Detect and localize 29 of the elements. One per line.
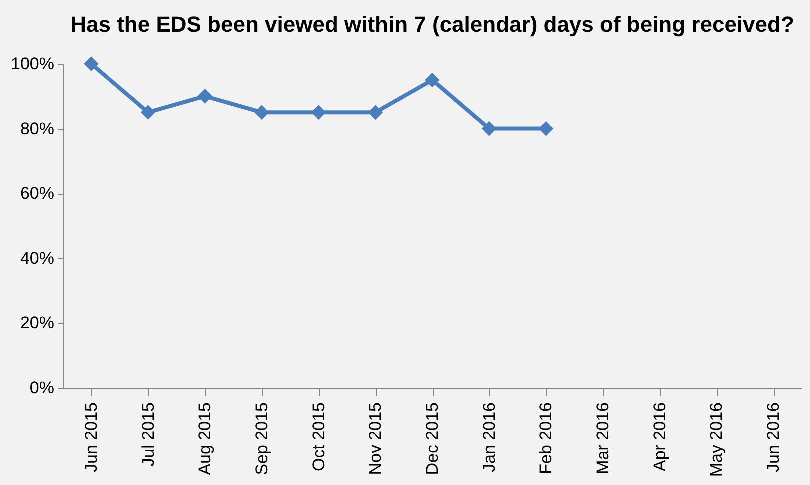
x-tick-label: Nov 2015 <box>366 402 386 476</box>
point <box>482 121 497 136</box>
y-tick-label: 100% <box>11 54 54 74</box>
point <box>538 121 554 136</box>
y-tick-label: 20% <box>20 314 54 333</box>
x-tick-label: Apr 2016 <box>650 402 670 472</box>
point <box>425 72 440 88</box>
y-tick-label: 60% <box>20 184 54 204</box>
x-tick-label: Jun 2015 <box>82 402 101 472</box>
x-tick-label: Jul 2015 <box>138 402 158 467</box>
x-tick-label: Mar 2016 <box>594 402 613 474</box>
x-tick-label: Aug 2015 <box>196 402 215 476</box>
y-tick-label: 0% <box>30 378 54 398</box>
x-tick-label: Jan 2016 <box>480 402 499 472</box>
point <box>198 88 213 104</box>
x-tick-label: Feb 2016 <box>536 402 556 474</box>
point <box>84 56 99 72</box>
point <box>368 105 384 120</box>
point <box>140 105 156 120</box>
point <box>254 105 270 120</box>
x-tick-label: Sep 2015 <box>252 402 272 476</box>
point <box>311 105 326 120</box>
y-tick-label: 40% <box>20 248 54 268</box>
chart-title: Has the EDS been viewed within 7 (calendar) days of being received? <box>70 12 794 37</box>
x-tick-label: Dec 2015 <box>423 402 442 476</box>
x-tick-label: Oct 2015 <box>309 402 328 472</box>
x-tick-label: Jun 2016 <box>764 402 784 472</box>
y-tick-label: 80% <box>20 119 54 138</box>
x-tick-label: May 2016 <box>707 402 726 478</box>
